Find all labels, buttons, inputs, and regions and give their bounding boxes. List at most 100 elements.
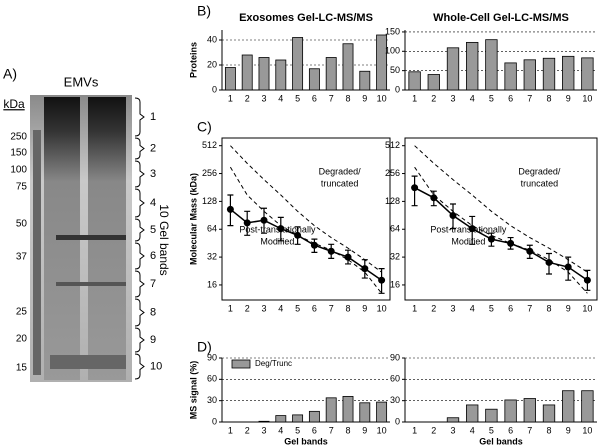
band-label: 5 xyxy=(150,224,156,236)
annotation: Degraded/ xyxy=(319,166,362,176)
panel-label: A) xyxy=(3,66,17,82)
point xyxy=(507,239,515,247)
bar xyxy=(485,408,498,423)
y-tick-label: 64 xyxy=(390,224,400,234)
x-tick-label: 2 xyxy=(245,93,250,103)
bar xyxy=(562,55,575,91)
band-bracket xyxy=(134,188,145,218)
bar xyxy=(376,401,388,423)
gel-band xyxy=(56,235,126,240)
x-tick-label: 1 xyxy=(228,93,233,103)
gel-band xyxy=(56,282,126,286)
bar xyxy=(504,399,517,423)
annotation: truncated xyxy=(521,178,559,188)
band-label: 2 xyxy=(150,142,156,154)
x-tick-label: 10 xyxy=(377,93,387,103)
chart-title: Whole-Cell Gel-LC-MS/MS xyxy=(433,12,569,24)
bar xyxy=(427,74,440,91)
bar xyxy=(292,37,304,91)
bar xyxy=(359,402,371,423)
bar xyxy=(308,68,320,91)
x-tick-label: 2 xyxy=(431,425,436,435)
y-axis-label: MS signal (%) xyxy=(188,361,198,420)
band-bracket xyxy=(134,298,145,327)
x-tick-label: 6 xyxy=(508,425,513,435)
point xyxy=(583,276,591,284)
x-tick-label: 5 xyxy=(295,93,300,103)
chart-title: Exosomes Gel-LC-MS/MS xyxy=(239,12,373,24)
y-tick-label: 16 xyxy=(390,279,400,289)
x-tick-label: 4 xyxy=(470,93,475,103)
y-tick-label: 60 xyxy=(207,374,217,384)
band-bracket xyxy=(134,137,145,160)
y-tick-label: 0 xyxy=(212,416,217,426)
x-tick-label: 6 xyxy=(312,425,317,435)
plot-frame xyxy=(404,137,598,301)
line xyxy=(229,208,383,281)
x-tick-label: 6 xyxy=(312,93,317,103)
bar xyxy=(523,398,536,423)
point xyxy=(449,212,457,220)
dashed-line xyxy=(414,166,588,294)
marker-label: 25 xyxy=(16,307,28,318)
x-tick-label: 8 xyxy=(546,303,551,313)
point xyxy=(430,194,438,202)
bar xyxy=(359,70,371,91)
bar xyxy=(325,57,337,91)
x-tick-label: 9 xyxy=(362,93,367,103)
y-tick-label: 512 xyxy=(385,140,400,150)
legend-swatch xyxy=(231,359,251,369)
x-tick-label: 8 xyxy=(345,303,350,313)
bar xyxy=(446,47,460,91)
x-tick-label: 9 xyxy=(566,425,571,435)
line xyxy=(414,187,588,281)
marker-label: 250 xyxy=(10,132,27,143)
panel-label: C) xyxy=(197,119,212,135)
point xyxy=(564,263,572,271)
band-label: 1 xyxy=(150,111,156,123)
y-tick-label: 0 xyxy=(395,84,400,94)
x-tick-label: 8 xyxy=(345,93,350,103)
band-label: 3 xyxy=(150,168,156,180)
dashed-line xyxy=(414,145,588,273)
gel-band xyxy=(50,355,126,369)
annotation: Post-translationally xyxy=(239,224,316,234)
x-tick-label: 9 xyxy=(362,303,367,313)
x-tick-label: 7 xyxy=(527,303,532,313)
x-axis-label: Gel bands xyxy=(479,436,523,446)
point xyxy=(310,241,318,249)
y-axis-label: Molecular Mass (kDa) xyxy=(188,173,198,265)
x-tick-label: 4 xyxy=(470,425,475,435)
dashed-line xyxy=(230,145,382,273)
band-bracket xyxy=(134,218,145,242)
x-tick-label: 4 xyxy=(278,93,283,103)
y-tick-label: 40 xyxy=(207,34,217,44)
bar xyxy=(241,54,253,91)
point xyxy=(226,205,234,213)
bar xyxy=(446,417,460,423)
gel-image xyxy=(30,95,132,382)
y-tick-label: 100 xyxy=(385,46,400,56)
dashed-line xyxy=(229,166,382,294)
band-bracket xyxy=(134,97,145,137)
y-tick-label: 32 xyxy=(207,251,217,261)
bar xyxy=(325,397,337,423)
bar xyxy=(342,395,354,423)
bar xyxy=(275,415,287,423)
x-tick-label: 6 xyxy=(508,93,513,103)
x-tick-label: 6 xyxy=(508,303,513,313)
x-tick-label: 3 xyxy=(450,303,455,313)
gel-unit: kDa xyxy=(3,97,25,111)
x-tick-label: 7 xyxy=(527,93,532,103)
x-tick-label: 2 xyxy=(431,303,436,313)
x-tick-label: 10 xyxy=(582,425,592,435)
x-tick-label: 8 xyxy=(546,425,551,435)
x-tick-label: 7 xyxy=(329,425,334,435)
y-tick-label: 60 xyxy=(390,374,400,384)
x-tick-label: 7 xyxy=(329,93,334,103)
band-label: 8 xyxy=(150,306,156,318)
x-tick-label: 3 xyxy=(261,425,266,435)
marker-label: 150 xyxy=(10,148,27,159)
band-label: 10 xyxy=(150,360,162,372)
